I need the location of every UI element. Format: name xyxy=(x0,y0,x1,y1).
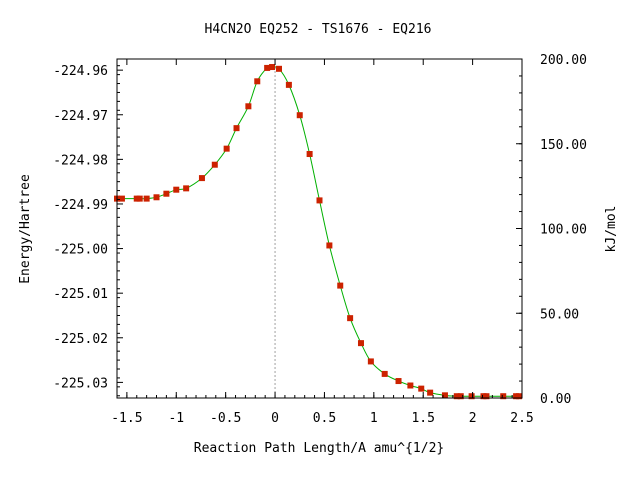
y-tick-label: -224.99 xyxy=(53,198,108,213)
data-point xyxy=(233,125,240,132)
data-point xyxy=(381,370,388,377)
y2-tick-label: 150.00 xyxy=(540,138,587,153)
data-point xyxy=(118,195,125,202)
data-point xyxy=(276,65,282,72)
x-tick-label: 0 xyxy=(271,411,279,426)
data-point xyxy=(183,185,190,192)
y-tick-label: -225.02 xyxy=(53,332,108,347)
data-point xyxy=(337,282,344,289)
data-point xyxy=(367,358,374,365)
y-tick-label: -225.03 xyxy=(53,376,108,391)
data-point xyxy=(500,393,507,400)
chart-title: H4CN2O EQ252 - TS1676 - EQ216 xyxy=(205,22,432,37)
data-point xyxy=(285,81,292,88)
x-tick-label: -0.5 xyxy=(210,411,241,426)
data-point xyxy=(468,393,475,400)
data-point xyxy=(269,64,276,71)
x-tick-label: 2.5 xyxy=(510,411,533,426)
x-tick-label: 0.5 xyxy=(313,411,336,426)
data-point xyxy=(136,195,143,202)
data-point xyxy=(326,242,333,249)
data-point xyxy=(143,195,150,202)
x-tick-label: 1.5 xyxy=(411,411,434,426)
y2-tick-label: 0.00 xyxy=(540,392,571,407)
data-point xyxy=(153,194,160,201)
y2-axis-label: kJ/mol xyxy=(604,206,619,253)
data-point xyxy=(427,389,434,396)
data-point xyxy=(296,112,303,119)
y-axis-label: Energy/Hartree xyxy=(18,174,33,284)
data-point xyxy=(223,145,230,152)
y2-tick-label: 50.00 xyxy=(540,307,579,322)
data-point xyxy=(357,340,364,347)
data-point xyxy=(418,385,425,392)
data-point xyxy=(457,393,464,400)
data-point xyxy=(254,78,261,85)
data-point xyxy=(453,393,460,400)
data-point xyxy=(316,197,323,204)
data-point xyxy=(211,161,218,168)
energy-curve xyxy=(117,66,520,397)
data-point xyxy=(407,382,414,389)
data-point xyxy=(264,64,271,71)
data-point xyxy=(173,186,180,193)
x-tick-label: -1.5 xyxy=(111,411,142,426)
data-point xyxy=(198,175,205,182)
data-point xyxy=(306,151,313,158)
y-tick-label: -224.96 xyxy=(53,64,108,79)
plot-area-frame xyxy=(116,58,523,399)
data-point xyxy=(245,103,252,110)
data-point xyxy=(347,315,354,322)
y-tick-label: -225.01 xyxy=(53,287,108,302)
data-point xyxy=(441,392,448,399)
data-point xyxy=(516,393,523,400)
x-axis-label: Reaction Path Length/A amu^{1/2} xyxy=(194,441,444,456)
data-point xyxy=(163,190,170,197)
data-point xyxy=(483,393,490,400)
y-tick-label: -225.00 xyxy=(53,243,108,258)
x-tick-label: 2 xyxy=(469,411,477,426)
data-point xyxy=(395,378,402,385)
y-tick-label: -224.98 xyxy=(53,153,108,168)
y2-tick-label: 100.00 xyxy=(540,223,587,238)
y2-tick-label: 200.00 xyxy=(540,53,587,68)
x-tick-label: -1 xyxy=(168,411,184,426)
y-tick-label: -224.97 xyxy=(53,109,108,124)
x-tick-label: 1 xyxy=(370,411,378,426)
